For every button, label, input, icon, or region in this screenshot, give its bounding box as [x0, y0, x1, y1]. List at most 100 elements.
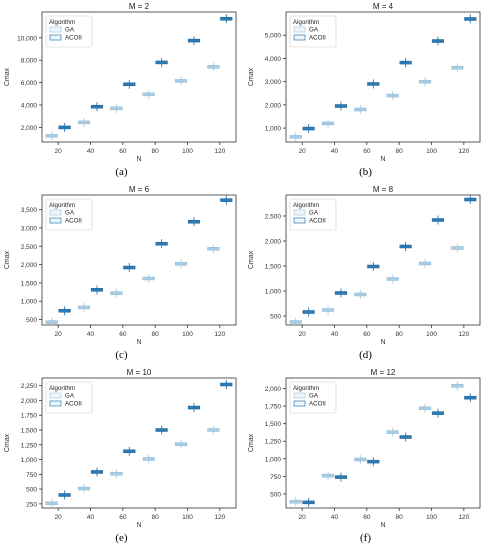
- chart-panel: M = 6 500 1,000 1,500 2,000 2,500 3,000 3,500 20…: [4, 185, 237, 345]
- x-axis-label: N: [380, 339, 385, 345]
- chart-title: M = 12: [371, 368, 396, 377]
- x-tick-label: 60: [119, 148, 127, 155]
- x-tick-label: 80: [152, 514, 160, 521]
- y-tick-label: 2,250: [21, 383, 38, 390]
- y-tick-label: 1,000: [265, 126, 282, 133]
- box-mark: [302, 126, 315, 131]
- x-tick-label: 20: [299, 148, 307, 155]
- box-mark: [367, 459, 380, 464]
- y-tick-label: 2,500: [265, 214, 282, 221]
- box-mark: [155, 60, 168, 65]
- box-mark: [321, 121, 335, 126]
- box-mark: [367, 82, 380, 86]
- x-axis-label: N: [136, 522, 141, 528]
- x-tick-label: 60: [363, 514, 371, 521]
- x-tick-label: 120: [458, 331, 469, 338]
- legend-entry: GA: [65, 393, 75, 400]
- legend-entry: GA: [309, 27, 319, 34]
- y-tick-label: 1,500: [21, 280, 38, 287]
- y-tick-label: 1,750: [265, 404, 282, 411]
- y-tick-label: 500: [270, 491, 281, 498]
- legend-title: Algorithm: [293, 385, 319, 392]
- box-mark: [58, 493, 71, 497]
- x-tick-label: 120: [214, 148, 225, 155]
- x-tick-label: 100: [182, 331, 193, 338]
- chart-panel: M = 2 2,000 4,000 6,000 8,000 10,000 20 40 60 80 1…: [4, 2, 237, 162]
- plot-frame: [41, 11, 237, 143]
- y-tick-label: 3,500: [21, 207, 38, 214]
- box-mark: [58, 308, 71, 313]
- box-mark: [289, 135, 302, 139]
- y-tick-label: 1,750: [21, 413, 38, 420]
- chart-title: M = 6: [129, 185, 150, 194]
- legend-title: Algorithm: [49, 385, 75, 392]
- y-tick-label: 6,000: [21, 80, 38, 87]
- x-tick-label: 40: [87, 514, 95, 521]
- box-mark: [45, 320, 58, 324]
- legend-swatch: [293, 26, 306, 33]
- x-tick-label: 40: [331, 331, 339, 338]
- x-tick-label: 80: [152, 331, 160, 338]
- box-mark: [90, 288, 104, 292]
- y-tick-label: 750: [270, 474, 281, 481]
- panel-caption: (b): [359, 166, 372, 178]
- y-axis-label: Cmax: [4, 250, 11, 269]
- box-mark: [399, 60, 412, 65]
- legend-swatch: [49, 26, 62, 33]
- y-tick-label: 4,000: [21, 103, 38, 110]
- x-tick-label: 80: [396, 514, 404, 521]
- chart-title: M = 4: [373, 2, 394, 11]
- legend-title: Algorithm: [293, 202, 319, 209]
- x-tick-label: 20: [55, 331, 63, 338]
- y-tick-label: 2,000: [265, 239, 282, 246]
- legend-entry: GA: [309, 393, 319, 400]
- plot-frame: [285, 377, 481, 509]
- legend-entry: ACOII: [309, 401, 326, 408]
- box-mark: [431, 218, 445, 222]
- box-mark: [207, 247, 220, 251]
- box-mark: [399, 435, 412, 439]
- box-mark: [334, 291, 348, 295]
- x-tick-label: 100: [426, 148, 437, 155]
- y-axis-label: Cmax: [248, 67, 255, 86]
- box-mark: [110, 291, 123, 295]
- y-tick-label: 500: [26, 317, 37, 324]
- x-tick-label: 80: [152, 148, 160, 155]
- box-mark: [220, 382, 233, 387]
- y-tick-label: 1,500: [21, 428, 38, 435]
- box-mark: [90, 104, 104, 109]
- panel-caption: (d): [359, 349, 372, 361]
- panel-caption: (e): [115, 532, 128, 544]
- y-tick-label: 1,500: [265, 264, 282, 271]
- box-mark: [207, 65, 220, 69]
- box-mark: [354, 107, 367, 112]
- x-tick-label: 60: [363, 148, 371, 155]
- y-tick-label: 1,000: [21, 457, 38, 464]
- x-tick-label: 120: [214, 514, 225, 521]
- panel-caption: (c): [115, 349, 128, 361]
- x-tick-label: 20: [299, 331, 307, 338]
- box-mark: [321, 473, 335, 478]
- box-mark: [289, 499, 302, 504]
- box-mark: [174, 442, 188, 446]
- box-mark: [187, 219, 201, 224]
- x-tick-label: 40: [331, 148, 339, 155]
- box-mark: [123, 449, 136, 454]
- box-mark: [142, 92, 155, 97]
- box-mark: [431, 411, 445, 415]
- x-axis-label: N: [136, 156, 141, 162]
- legend-swatch: [293, 34, 306, 41]
- x-tick-label: 100: [182, 148, 193, 155]
- plot-frame: [285, 11, 481, 143]
- legend-swatch: [49, 400, 62, 407]
- box-mark: [464, 197, 477, 202]
- box-mark: [187, 405, 201, 410]
- box-mark: [77, 120, 91, 125]
- box-mark: [418, 261, 432, 266]
- y-axis-label: Cmax: [4, 67, 11, 86]
- chart-panel: M = 8 500 1,000 1,500 2,000 2,500 20 40 60 80 100 1…: [248, 185, 481, 345]
- box-mark: [174, 79, 188, 83]
- y-tick-label: 5,000: [265, 33, 282, 40]
